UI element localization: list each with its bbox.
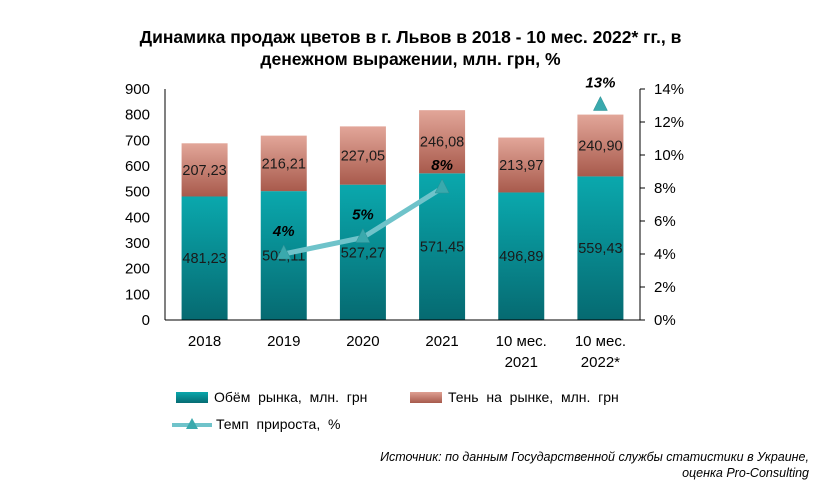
x-tick-label: 2019: [267, 333, 300, 350]
bar-segment: [577, 114, 624, 177]
source-line2: оценка Pro-Consulting: [682, 466, 809, 480]
legend-shadow-swatch: [410, 391, 442, 403]
x-tick-label: 2021: [505, 354, 538, 371]
y-right-tick-label: 10%: [654, 147, 684, 164]
growth-point: [276, 244, 292, 260]
y-right-tick-label: 14%: [654, 81, 684, 98]
legend-market: Обём рынка, млн. грн: [176, 389, 367, 405]
source-note: Источник: по данным Государственной служ…: [380, 449, 809, 481]
y-left-tick-label: 300: [125, 235, 150, 252]
bar-value-label: 571,45: [420, 240, 464, 256]
bar-segment: [419, 110, 466, 174]
chart-title: Динамика продаж цветов в г. Львов в 2018…: [40, 26, 781, 70]
y-left-tick-label: 700: [125, 132, 150, 149]
y-right-tick-label: 12%: [654, 114, 684, 131]
y-left-tick-label: 900: [125, 81, 150, 98]
y-right-tick-label: 2%: [654, 279, 676, 296]
source-line1: Источник: по данным Государственной служ…: [380, 450, 809, 464]
y-right-tick-label: 4%: [654, 246, 676, 263]
bar-segment: [260, 135, 307, 192]
y-left-tick-label: 800: [125, 107, 150, 124]
x-tick-label: 2021: [425, 333, 458, 350]
legend-shadow: Тень на рынке, млн. грн: [410, 389, 619, 405]
growth-value-label: 8%: [431, 157, 453, 174]
y-right-tick-label: 0%: [654, 312, 676, 329]
bar-segment: [577, 176, 624, 320]
bar-value-label: 207,23: [182, 163, 226, 179]
y-left-tick-label: 500: [125, 184, 150, 201]
bar-value-label: 227,05: [341, 149, 385, 165]
bar-value-label: 213,97: [499, 158, 543, 174]
growth-value-label: 13%: [585, 75, 615, 92]
legend-growth-marker: [172, 417, 212, 431]
growth-value-label: 5%: [352, 207, 374, 224]
y-left-tick-label: 400: [125, 209, 150, 226]
bar-segment: [181, 143, 228, 197]
growth-value-label: 4%: [272, 223, 295, 240]
x-tick-label: 10 мес.: [575, 333, 626, 350]
y-left-tick-label: 0: [142, 312, 150, 329]
y-right-tick-label: 6%: [654, 213, 676, 230]
y-left-tick-label: 200: [125, 261, 150, 278]
bar-value-label: 240,90: [578, 138, 622, 154]
bar-segment: [339, 126, 386, 185]
chart-title-line1: Динамика продаж цветов в г. Львов в 2018…: [139, 27, 682, 47]
y-left-tick-label: 600: [125, 158, 150, 175]
chart-title-line2: денежном выражении, млн. грн, %: [260, 49, 561, 69]
legend-shadow-label: Тень на рынке, млн. грн: [448, 389, 619, 405]
bar-value-label: 496,89: [499, 249, 543, 265]
bar-value-label: 481,23: [182, 251, 226, 267]
growth-point: [434, 178, 450, 194]
bar-value-label: 559,43: [578, 241, 622, 257]
bar-value-label: 527,27: [341, 245, 385, 261]
bar-value-label: 246,08: [420, 135, 464, 151]
bar-segment: [498, 137, 545, 193]
legend-market-label: Обём рынка, млн. грн: [214, 389, 368, 405]
x-tick-label: 2022*: [581, 354, 620, 371]
y-left-tick-label: 100: [125, 286, 150, 303]
legend-market-swatch: [176, 391, 208, 403]
growth-point: [593, 95, 608, 111]
legend-growth: Темп прироста, %: [172, 416, 340, 432]
x-tick-label: 2018: [188, 333, 221, 350]
y-right-tick-label: 8%: [654, 180, 676, 197]
growth-point: [355, 227, 371, 243]
x-tick-label: 2020: [346, 333, 379, 350]
bar-segment: [339, 184, 386, 320]
bar-segment: [498, 192, 545, 320]
legend-growth-label: Темп прироста, %: [216, 416, 341, 432]
x-tick-label: 10 мес.: [496, 333, 547, 350]
bar-segment: [181, 196, 228, 320]
bar-value-label: 216,21: [262, 156, 306, 172]
